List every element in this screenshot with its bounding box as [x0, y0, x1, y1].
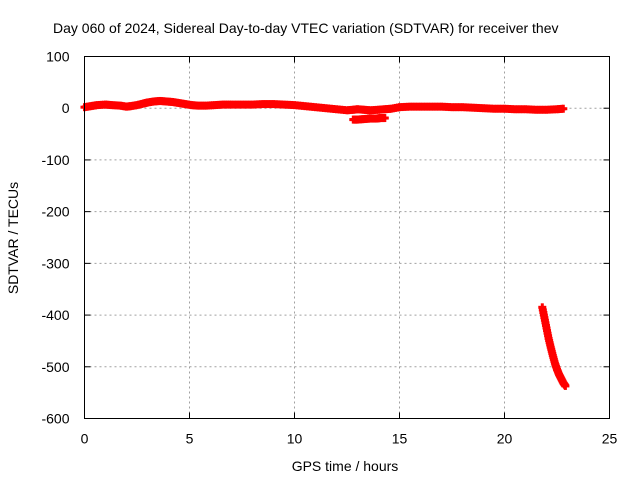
y-tick-label: -100: [41, 152, 69, 168]
x-tick-label: 20: [497, 431, 513, 447]
y-tick-label: -300: [41, 255, 69, 271]
x-tick-label: 15: [392, 431, 408, 447]
data-point: [559, 104, 568, 113]
data-point: [561, 381, 570, 390]
grid-lines: [84, 56, 610, 419]
y-axis-title: SDTVAR / TECUs: [5, 182, 21, 294]
data-points: [80, 96, 570, 390]
plot-frame: [84, 56, 610, 419]
x-tick-label: 10: [287, 431, 303, 447]
y-tick-label: -200: [41, 204, 69, 220]
y-tick-label: -500: [41, 359, 69, 375]
y-tick-label: 0: [62, 100, 70, 116]
x-tick-label: 25: [602, 431, 618, 447]
x-tick-labels: 0 5 10 15 20 25: [81, 431, 618, 447]
x-axis-title: GPS time / hours: [292, 458, 399, 474]
y-tick-label: 100: [46, 49, 70, 65]
y-tick-label: -600: [41, 411, 69, 427]
data-point: [380, 114, 389, 123]
y-tick-label: -400: [41, 307, 69, 323]
y-tick-labels: 100 0 -100 -200 -300 -400 -500 -600: [41, 49, 69, 427]
x-tick-label: 0: [81, 431, 89, 447]
chart-title: Day 060 of 2024, Sidereal Day-to-day VTE…: [53, 20, 559, 36]
x-tick-label: 5: [186, 431, 194, 447]
